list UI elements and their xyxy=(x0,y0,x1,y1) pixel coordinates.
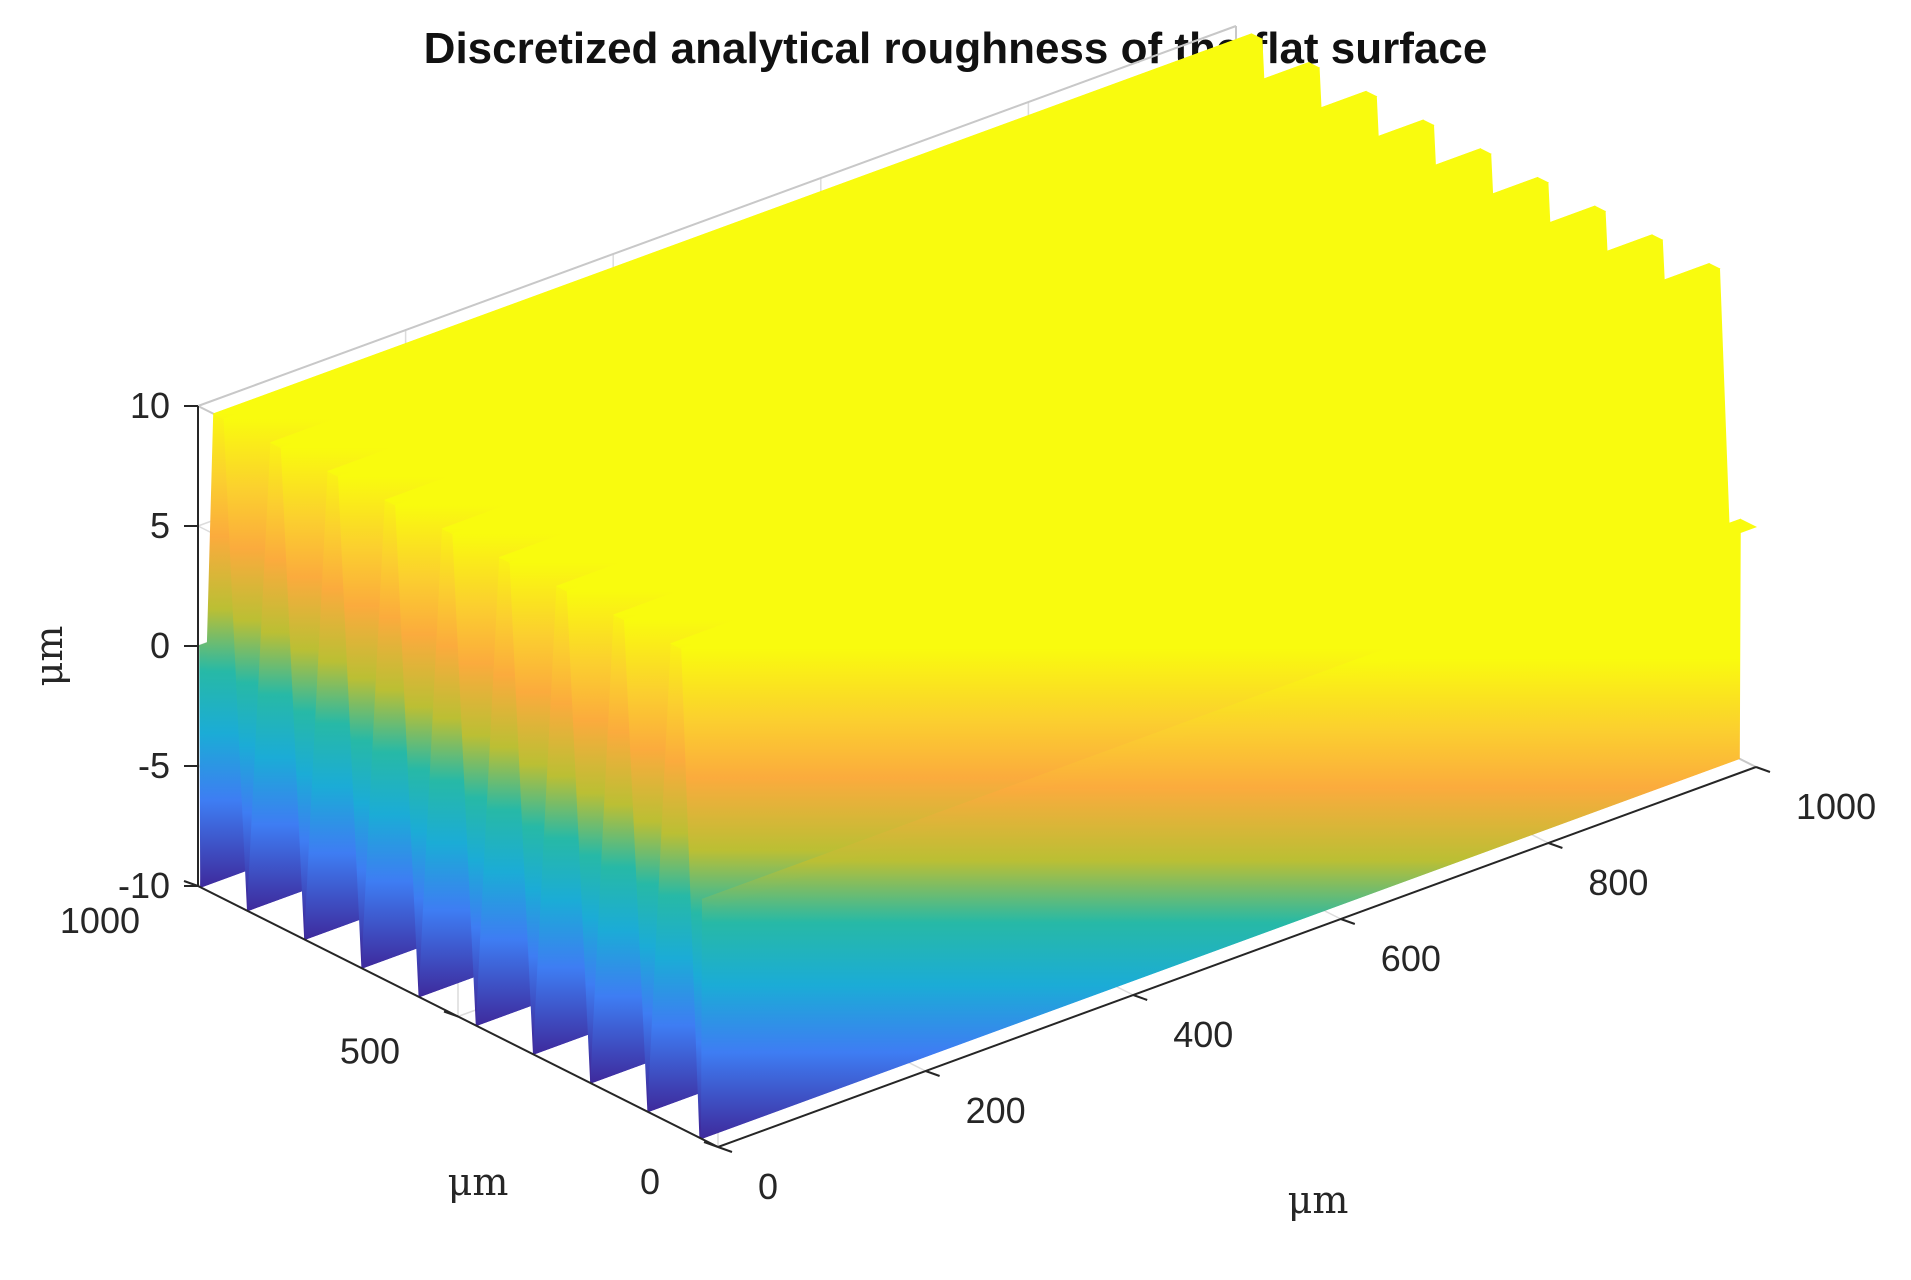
surface xyxy=(196,33,1758,1140)
x-tick-label: 200 xyxy=(966,1090,1026,1131)
x-tick xyxy=(925,1070,940,1077)
x-tick xyxy=(1132,994,1148,1001)
y-tick-label: 500 xyxy=(340,1031,400,1072)
y-tick xyxy=(703,1141,719,1148)
x-axis-label: μm xyxy=(1288,1178,1349,1222)
x-tick-label: 400 xyxy=(1173,1014,1233,1055)
x-tick xyxy=(1340,918,1356,925)
y-tick-label: 0 xyxy=(640,1161,660,1202)
x-tick xyxy=(1548,842,1563,849)
x-tick-label: 0 xyxy=(758,1166,778,1207)
z-tick-label: 10 xyxy=(130,385,170,426)
surface-face xyxy=(701,518,1758,908)
y-tick xyxy=(183,880,199,887)
y-axis-label: μm xyxy=(448,1160,509,1204)
z-tick-label: -10 xyxy=(118,865,170,906)
z-tick-label: 5 xyxy=(150,505,170,546)
y-tick xyxy=(443,1010,459,1018)
x-tick-label: 1000 xyxy=(1796,786,1876,827)
x-tick-label: 600 xyxy=(1381,938,1441,979)
x-tick xyxy=(1755,766,1771,773)
z-tick-label: -5 xyxy=(138,745,170,786)
x-tick-label: 800 xyxy=(1588,862,1648,903)
z-axis-label: μm xyxy=(27,626,71,687)
box-edge xyxy=(197,25,1237,407)
x-tick xyxy=(717,1146,733,1153)
z-tick-label: 0 xyxy=(150,625,170,666)
x-axis-line xyxy=(717,766,1757,1148)
axes: -10 -5 0 5 10 μm 0 500 1000 μm 0 200 400 600 800 1000 μm xyxy=(27,385,1876,1222)
y-tick-label: 1000 xyxy=(60,900,140,941)
